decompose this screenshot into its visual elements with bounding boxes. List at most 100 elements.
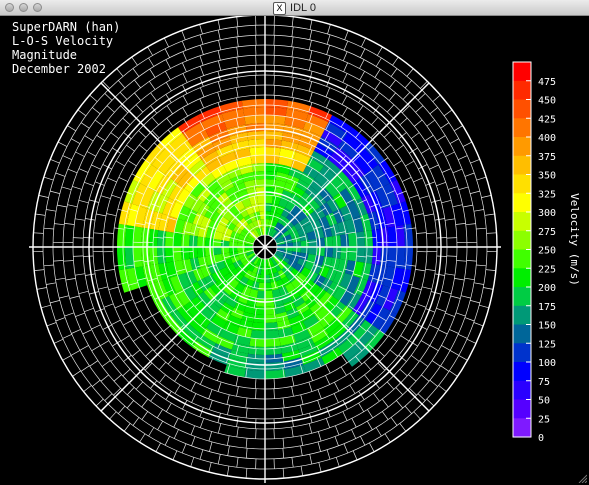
grid-tick bbox=[235, 345, 239, 356]
grid-tick bbox=[243, 240, 254, 245]
grid-tick bbox=[123, 423, 131, 432]
grid-tick bbox=[429, 379, 438, 387]
velocity-cell bbox=[234, 182, 247, 194]
velocity-cell bbox=[390, 203, 404, 227]
grid-tick bbox=[415, 105, 424, 113]
velocity-cell bbox=[284, 364, 306, 378]
grid-tick bbox=[224, 235, 235, 240]
grid-tick bbox=[78, 290, 89, 295]
grid-tick bbox=[80, 122, 90, 129]
velocity-cell bbox=[265, 226, 269, 236]
grid-tick bbox=[452, 204, 463, 208]
grid-tick bbox=[291, 345, 295, 356]
grid-tick bbox=[374, 222, 385, 225]
velocity-cell bbox=[333, 192, 347, 209]
velocity-cell bbox=[270, 229, 277, 238]
grid-tick bbox=[356, 117, 364, 127]
grid-tick bbox=[386, 381, 395, 390]
grid-tick bbox=[424, 135, 434, 142]
grid-tick bbox=[423, 213, 434, 217]
grid-tick bbox=[255, 75, 257, 86]
grid-tick bbox=[358, 402, 365, 412]
grid-tick bbox=[454, 278, 465, 281]
close-window-button[interactable] bbox=[5, 3, 14, 12]
grid-tick bbox=[89, 360, 99, 367]
grid-tick bbox=[167, 217, 178, 221]
colorbar-swatch bbox=[513, 380, 531, 401]
grid-tick bbox=[438, 329, 448, 335]
grid-tick bbox=[379, 157, 389, 164]
grid-tick bbox=[273, 55, 275, 66]
velocity-cell bbox=[246, 237, 255, 244]
velocity-cell bbox=[194, 312, 211, 328]
grid-tick bbox=[128, 208, 138, 212]
grid-tick bbox=[145, 349, 154, 357]
grid-tick bbox=[106, 105, 115, 113]
grid-tick bbox=[470, 300, 480, 304]
velocity-cell bbox=[314, 228, 325, 239]
grid-tick bbox=[415, 269, 426, 272]
grid-tick bbox=[334, 436, 339, 447]
grid-tick bbox=[473, 282, 484, 285]
grid-tick bbox=[381, 398, 389, 408]
velocity-cell bbox=[276, 224, 285, 233]
velocity-cell bbox=[294, 221, 305, 231]
velocity-cell bbox=[379, 227, 390, 247]
resize-grip-icon[interactable] bbox=[577, 473, 587, 483]
grid-tick bbox=[245, 397, 248, 408]
grid-tick bbox=[111, 319, 121, 326]
grid-tick bbox=[448, 186, 458, 190]
grid-tick bbox=[418, 164, 428, 170]
velocity-cell bbox=[132, 226, 143, 247]
grid-tick bbox=[199, 407, 204, 418]
grid-tick bbox=[235, 334, 239, 345]
velocity-cell bbox=[342, 340, 364, 361]
grid-tick bbox=[273, 95, 275, 106]
velocity-cell bbox=[288, 167, 304, 180]
grid-tick bbox=[351, 169, 360, 177]
grid-tick bbox=[150, 380, 158, 389]
grid-tick bbox=[217, 454, 221, 465]
velocity-cell bbox=[124, 225, 135, 247]
velocity-cell bbox=[375, 187, 391, 209]
velocity-cell bbox=[177, 273, 191, 289]
grid-tick bbox=[368, 310, 378, 317]
grid-tick bbox=[119, 91, 128, 100]
velocity-cell bbox=[363, 247, 374, 264]
velocity-cell bbox=[183, 285, 197, 302]
velocity-cell bbox=[139, 187, 155, 209]
grid-tick bbox=[406, 68, 414, 77]
velocity-cell bbox=[358, 148, 379, 170]
grid-tick bbox=[449, 329, 459, 334]
grid-tick bbox=[326, 55, 331, 66]
grid-tick bbox=[38, 195, 49, 198]
velocity-cell bbox=[200, 216, 212, 229]
grid-tick bbox=[181, 443, 187, 454]
velocity-cell bbox=[250, 230, 258, 239]
grid-tick bbox=[236, 46, 239, 57]
zoom-window-button[interactable] bbox=[33, 3, 42, 12]
velocity-cell bbox=[225, 295, 238, 308]
colorbar-tick-label: 275 bbox=[538, 227, 556, 238]
velocity-cell bbox=[234, 300, 247, 312]
grid-tick bbox=[199, 55, 204, 66]
velocity-cell bbox=[297, 258, 307, 267]
grid-tick bbox=[329, 211, 340, 217]
grid-tick bbox=[184, 231, 195, 234]
velocity-cell bbox=[308, 238, 318, 247]
velocity-cell bbox=[200, 265, 212, 278]
grid-tick bbox=[128, 282, 138, 286]
grid-tick bbox=[254, 308, 257, 319]
grid-tick bbox=[199, 375, 205, 385]
velocity-cell bbox=[243, 106, 265, 117]
grid-tick bbox=[325, 375, 331, 385]
grid-tick bbox=[369, 203, 380, 208]
minimize-window-button[interactable] bbox=[19, 3, 28, 12]
velocity-cell bbox=[226, 167, 242, 180]
grid-tick bbox=[78, 199, 89, 204]
grid-tick bbox=[244, 327, 248, 337]
grid-tick bbox=[309, 29, 313, 40]
grid-tick bbox=[446, 255, 457, 257]
colorbar-swatch bbox=[513, 418, 531, 438]
grid-tick bbox=[96, 213, 107, 217]
